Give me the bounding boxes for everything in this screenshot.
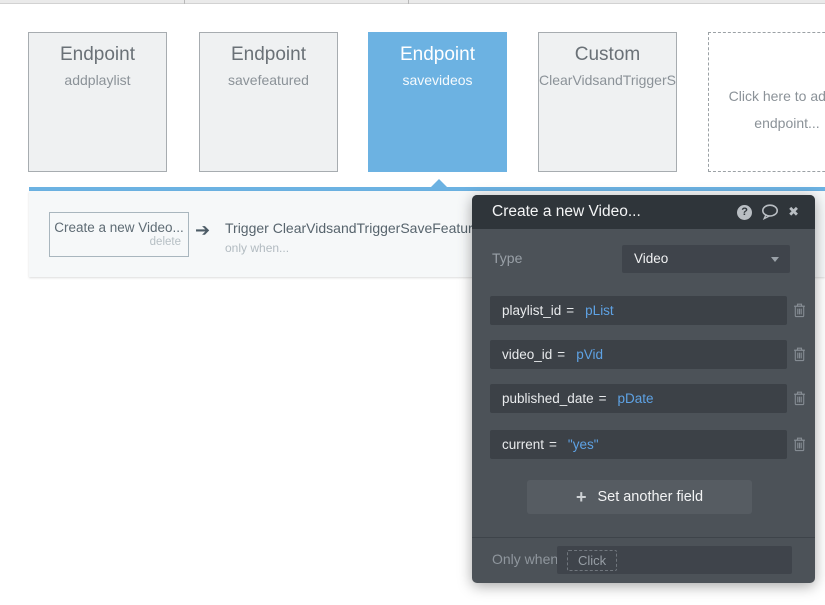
card-title: Endpoint [399, 44, 475, 65]
field-value: pVid [576, 347, 603, 362]
endpoint-card-savevideos-selected[interactable]: Endpoint savevideos [368, 32, 507, 172]
field-row-video-id[interactable]: video_id = pVid [490, 340, 787, 369]
field-row-published-date[interactable]: published_date = pDate [490, 384, 787, 413]
add-endpoint-label: Click here to add aendpoint... [728, 88, 825, 132]
delete-action-link[interactable]: delete [149, 236, 181, 248]
popup-header[interactable]: Create a new Video... ? ✖ [472, 195, 815, 229]
only-when-input[interactable]: Click [557, 546, 792, 574]
trigger-only-when-label[interactable]: only when... [225, 241, 290, 255]
card-title: Endpoint [230, 44, 306, 65]
equals-sign: = [598, 391, 607, 406]
type-dropdown[interactable]: Video [622, 245, 790, 273]
only-when-click-placeholder[interactable]: Click [567, 550, 618, 571]
tab-divider [408, 0, 409, 4]
trash-icon[interactable] [793, 391, 806, 406]
endpoint-card-addplaylist[interactable]: Endpoint addplaylist [28, 32, 167, 172]
comment-icon[interactable] [761, 204, 779, 220]
type-dropdown-value: Video [634, 251, 669, 266]
tab-divider [184, 0, 185, 4]
only-when-label: Only when [492, 551, 559, 567]
equals-sign: = [566, 303, 575, 318]
card-subtitle: addplaylist [64, 72, 131, 88]
set-another-field-label: Set another field [597, 489, 704, 505]
top-tab-bar-edge [0, 0, 825, 4]
field-row-current[interactable]: current = "yes" [490, 430, 787, 459]
chevron-down-icon [771, 257, 779, 262]
selected-card-pointer [431, 179, 447, 187]
popup-title: Create a new Video... [492, 203, 641, 220]
add-endpoint-card[interactable]: Click here to add aendpoint... [708, 32, 825, 172]
equals-sign: = [557, 347, 566, 362]
card-subtitle: savefeatured [228, 72, 309, 88]
action-create-video[interactable]: Create a new Video... delete [49, 212, 189, 257]
trash-icon[interactable] [793, 347, 806, 362]
field-value: pList [585, 303, 614, 318]
field-name: playlist_id [502, 303, 562, 318]
endpoint-card-savefeatured[interactable]: Endpoint savefeatured [199, 32, 338, 172]
equals-sign: = [549, 437, 557, 452]
separator-line [29, 187, 825, 191]
type-label: Type [492, 250, 523, 266]
close-icon[interactable]: ✖ [788, 204, 799, 219]
card-title: Endpoint [59, 44, 135, 65]
trash-icon[interactable] [793, 437, 806, 452]
field-name: published_date [502, 391, 594, 406]
card-subtitle: savevideos [402, 72, 473, 88]
plus-icon: + [575, 487, 587, 507]
field-name: video_id [502, 347, 553, 362]
custom-event-card[interactable]: Custom ClearVidsandTriggerSav [538, 32, 677, 172]
card-subtitle: ClearVidsandTriggerSav [539, 72, 676, 88]
trigger-action-label[interactable]: Trigger ClearVidsandTriggerSaveFeatured [225, 220, 489, 236]
card-title: Custom [574, 44, 641, 65]
popup-footer: Only when Click [472, 537, 815, 583]
flow-arrow-icon: ➔ [195, 220, 211, 240]
action-title: Create a new Video... [54, 220, 184, 235]
field-value: pDate [617, 391, 654, 406]
trash-icon[interactable] [793, 303, 806, 318]
field-row-playlist-id[interactable]: playlist_id = pList [490, 296, 787, 325]
set-another-field-button[interactable]: + Set another field [527, 480, 752, 514]
action-property-popup: Create a new Video... ? ✖ Type Video pla… [472, 195, 815, 583]
help-icon[interactable]: ? [737, 204, 753, 220]
field-name: current [502, 437, 545, 452]
field-value: "yes" [567, 437, 599, 452]
